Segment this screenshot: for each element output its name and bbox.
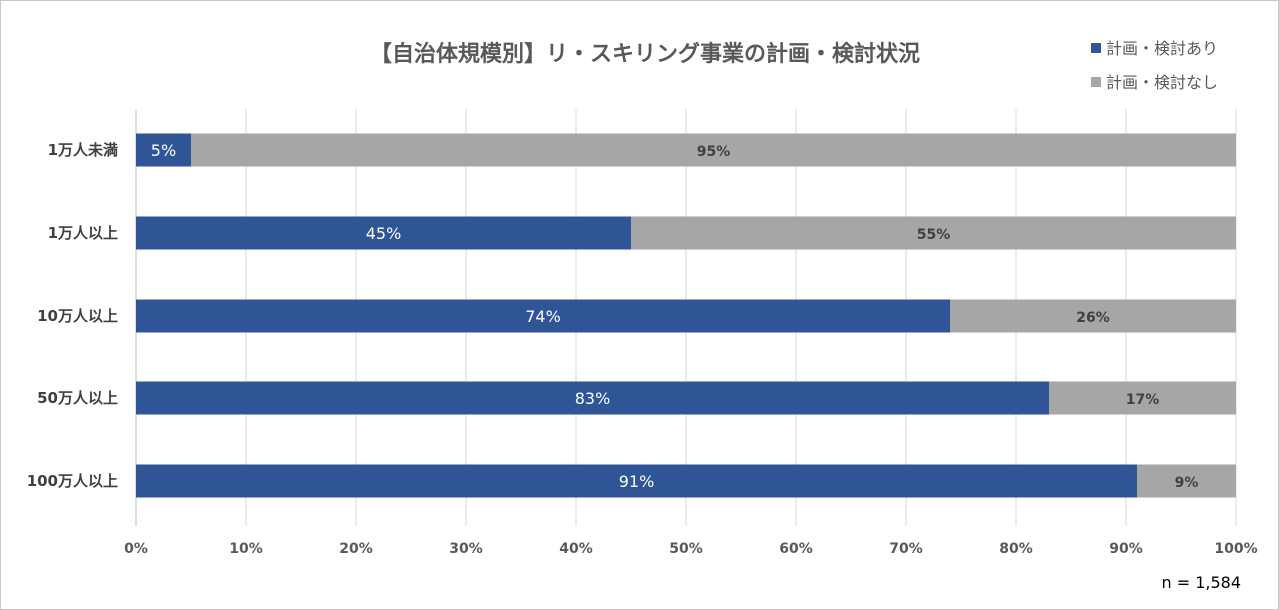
data-label-planned: 91% — [619, 472, 655, 491]
legend: 計画・検討あり 計画・検討なし — [1091, 39, 1218, 92]
value-axis-labels: 0% 10% 20% 30% 40% 50% 60% 70% 80% 90% 100% — [124, 541, 1258, 557]
category-label: 1万人未満 — [48, 141, 118, 159]
x-tick-label: 70% — [889, 541, 923, 557]
data-label-not-planned: 95% — [697, 144, 731, 160]
bar-not-planned — [1137, 464, 1236, 498]
x-tick-label: 90% — [1109, 541, 1143, 557]
x-tick-label: 60% — [779, 541, 813, 557]
bar-not-planned — [631, 216, 1236, 250]
bar-planned — [136, 464, 1137, 498]
data-label-not-planned: 9% — [1175, 475, 1199, 491]
legend-label-not-planned: 計画・検討なし — [1106, 73, 1218, 92]
x-tick-label: 0% — [124, 541, 148, 557]
bars — [136, 133, 1236, 498]
x-tick-label: 10% — [229, 541, 263, 557]
category-label: 100万人以上 — [27, 472, 118, 490]
x-tick-label: 80% — [999, 541, 1033, 557]
bar-planned — [136, 133, 191, 167]
sample-size-note: n = 1,584 — [1161, 573, 1241, 592]
data-label-planned: 45% — [366, 224, 402, 243]
data-label-planned: 74% — [525, 307, 561, 326]
category-label: 50万人以上 — [37, 389, 118, 407]
category-label: 10万人以上 — [37, 307, 118, 325]
data-label-planned: 83% — [575, 389, 611, 408]
bar-planned — [136, 381, 1049, 415]
x-tick-label: 100% — [1214, 541, 1257, 557]
bar-not-planned — [950, 299, 1236, 333]
category-axis-labels: 1万人未満 1万人以上 10万人以上 50万人以上 100万人以上 — [27, 141, 118, 490]
chart-title: 【自治体規模別】リ・スキリング事業の計画・検討状況 — [370, 41, 920, 67]
legend-item-planned: 計画・検討あり — [1091, 39, 1218, 58]
data-labels: 5% 95% 45% 55% 74% 26% 83% 17% 91% 9% — [151, 141, 1199, 491]
bar-planned — [136, 299, 950, 333]
x-tick-label: 40% — [559, 541, 593, 557]
bar-planned — [136, 216, 631, 250]
category-label: 1万人以上 — [48, 224, 118, 242]
legend-item-not-planned: 計画・検討なし — [1091, 73, 1218, 92]
x-tick-label: 20% — [339, 541, 373, 557]
legend-swatch-not-planned — [1091, 77, 1101, 87]
data-label-planned: 5% — [151, 141, 176, 160]
bar-not-planned — [191, 133, 1236, 167]
legend-label-planned: 計画・検討あり — [1106, 39, 1218, 58]
data-label-not-planned: 55% — [917, 227, 951, 243]
data-label-not-planned: 17% — [1126, 392, 1160, 408]
bar-not-planned — [1049, 381, 1236, 415]
data-label-not-planned: 26% — [1076, 310, 1110, 326]
x-tick-label: 50% — [669, 541, 703, 557]
legend-swatch-planned — [1091, 43, 1101, 53]
x-tick-label: 30% — [449, 541, 483, 557]
